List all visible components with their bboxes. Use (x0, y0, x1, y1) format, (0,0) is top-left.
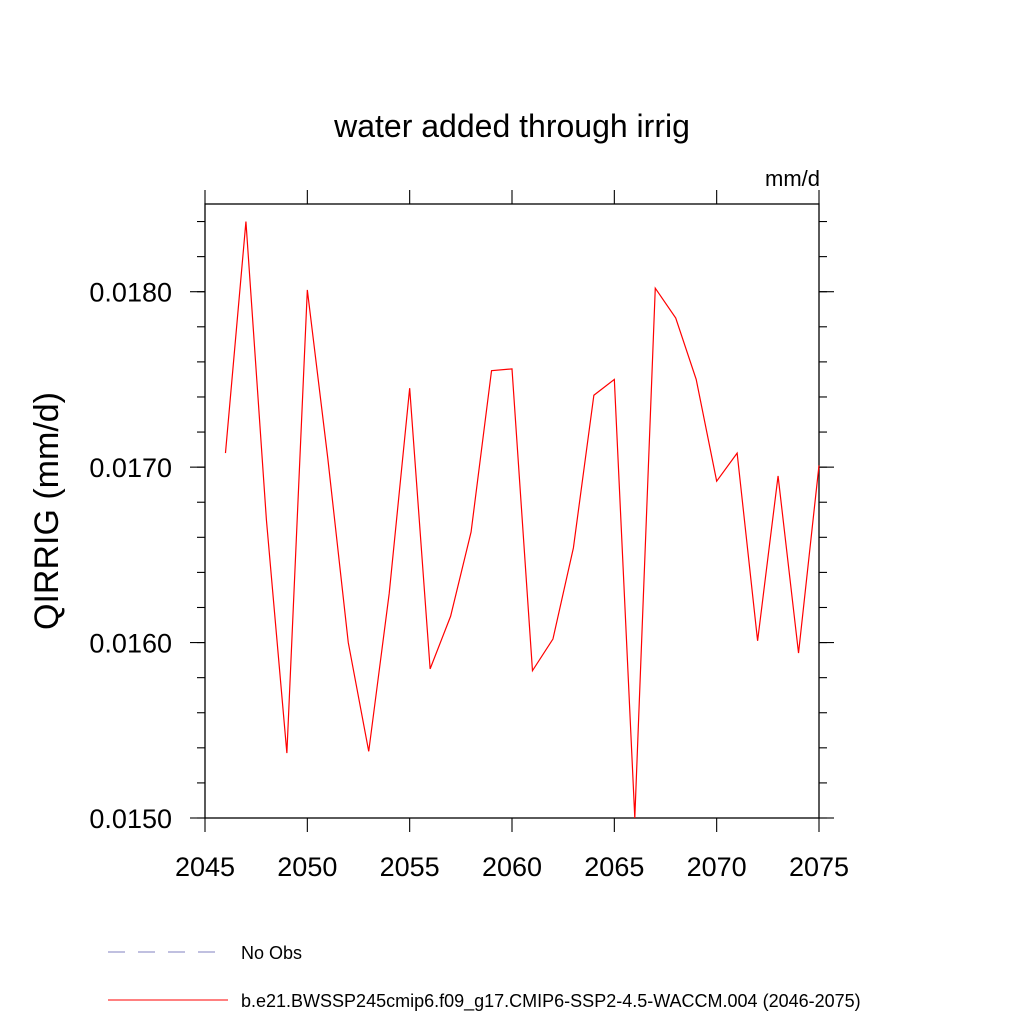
x-tick-label: 2045 (175, 852, 235, 882)
x-tick-label: 2070 (687, 852, 747, 882)
series-line (224, 221, 820, 819)
units-label: mm/d (765, 166, 820, 191)
y-tick-label: 0.0150 (89, 804, 172, 834)
y-axis-label: QIRRIG (mm/d) (28, 392, 66, 630)
y-tick-label: 0.0170 (89, 453, 172, 483)
x-tick-label: 2055 (380, 852, 440, 882)
legend: No Obs b.e21.BWSSP245cmip6.f09_g17.CMIP6-… (108, 943, 861, 1012)
chart-title: water added through irrig (333, 108, 690, 144)
x-tick-label: 2050 (277, 852, 337, 882)
axis-ticks: 2045 2050 2055 2060 2065 2070 2075 0.0150 0.0160… (89, 190, 849, 882)
x-tick-label: 2065 (584, 852, 644, 882)
y-tick-label: 0.0180 (89, 278, 172, 308)
y-tick-label: 0.0160 (89, 629, 172, 659)
x-tick-label: 2075 (789, 852, 849, 882)
series-layer (224, 221, 820, 819)
x-tick-label: 2060 (482, 852, 542, 882)
legend-label: b.e21.BWSSP245cmip6.f09_g17.CMIP6-SSP2-4… (241, 991, 861, 1012)
legend-label: No Obs (241, 943, 302, 963)
